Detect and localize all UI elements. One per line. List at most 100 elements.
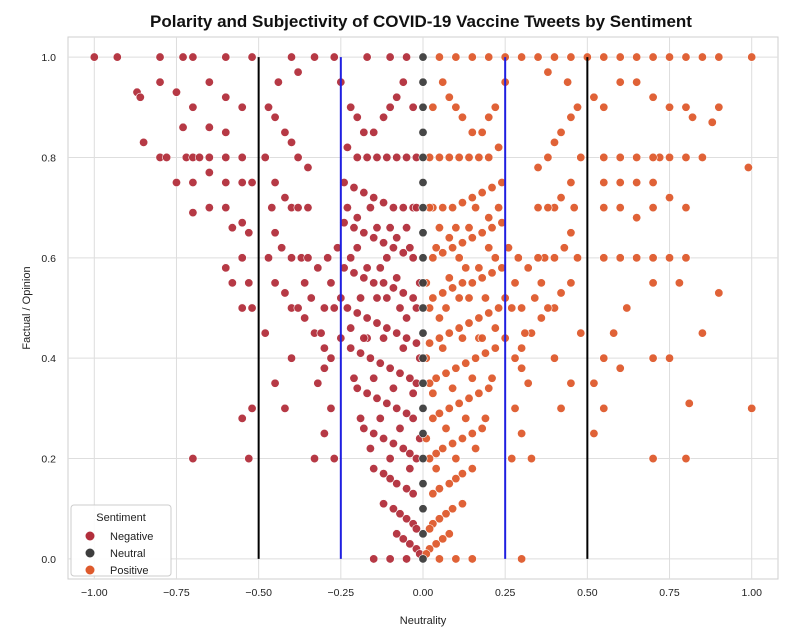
data-point-negative: [411, 338, 421, 348]
data-point-negative: [375, 413, 385, 423]
data-point-negative: [329, 303, 339, 313]
data-point-negative: [398, 77, 408, 87]
data-point-negative: [342, 203, 352, 213]
data-point-positive: [451, 102, 461, 112]
legend-title: Sentiment: [96, 512, 146, 524]
data-point-positive: [434, 223, 444, 233]
data-point-negative: [352, 383, 362, 393]
data-point-negative: [362, 313, 372, 323]
data-point-positive: [428, 253, 438, 263]
data-point-negative: [359, 273, 369, 283]
data-point-negative: [293, 67, 303, 77]
data-point-positive: [566, 278, 576, 288]
data-point-negative: [392, 403, 402, 413]
data-point-negative: [346, 323, 356, 333]
data-point-negative: [273, 77, 283, 87]
data-point-negative: [369, 233, 379, 243]
data-point-negative: [319, 343, 329, 353]
data-point-negative: [293, 203, 303, 213]
data-point-neutral: [418, 152, 428, 162]
data-point-positive: [434, 152, 444, 162]
data-point-negative: [379, 333, 389, 343]
data-point-positive: [444, 233, 454, 243]
data-point-positive: [632, 77, 642, 87]
data-point-negative: [204, 168, 214, 178]
y-axis-label: Factual / Opinion: [21, 266, 33, 349]
data-point-positive: [477, 188, 487, 198]
data-point-neutral: [418, 102, 428, 112]
data-point-positive: [438, 444, 448, 454]
data-point-positive: [484, 243, 494, 253]
data-point-negative: [375, 263, 385, 273]
data-point-negative: [326, 353, 336, 363]
data-point-positive: [707, 117, 717, 127]
data-point-positive: [549, 253, 559, 263]
data-point-negative: [392, 92, 402, 102]
data-point-negative: [359, 228, 369, 238]
legend-box: [70, 504, 172, 577]
data-point-negative: [188, 178, 198, 188]
data-point-positive: [615, 363, 625, 373]
data-point-positive: [648, 178, 658, 188]
data-point-positive: [467, 52, 477, 62]
data-point-negative: [280, 193, 290, 203]
data-point-negative: [385, 363, 395, 373]
data-point-negative: [402, 514, 412, 524]
data-point-neutral: [418, 428, 428, 438]
data-point-negative: [375, 358, 385, 368]
data-point-negative: [395, 509, 405, 519]
data-point-neutral: [418, 52, 428, 62]
data-point-negative: [369, 428, 379, 438]
data-point-positive: [615, 253, 625, 263]
data-point-positive: [622, 303, 632, 313]
data-point-negative: [382, 152, 392, 162]
data-point-negative: [392, 479, 402, 489]
data-point-negative: [303, 253, 313, 263]
data-point-positive: [576, 152, 586, 162]
legend-label-negative: Negative: [110, 531, 153, 543]
data-point-positive: [517, 363, 527, 373]
data-point-positive: [536, 313, 546, 323]
data-point-negative: [359, 423, 369, 433]
data-point-negative: [112, 52, 122, 62]
data-point-positive: [494, 142, 504, 152]
data-point-positive: [467, 428, 477, 438]
data-point-positive: [632, 178, 642, 188]
data-point-negative: [280, 288, 290, 298]
data-point-negative: [237, 218, 247, 228]
data-point-positive: [569, 203, 579, 213]
data-point-positive: [461, 358, 471, 368]
data-point-positive: [714, 52, 724, 62]
data-point-positive: [632, 213, 642, 223]
data-point-positive: [533, 203, 543, 213]
data-point-negative: [405, 464, 415, 474]
data-point-positive: [474, 263, 484, 273]
data-point-positive: [510, 278, 520, 288]
data-point-positive: [566, 228, 576, 238]
threshold-lines: [257, 57, 589, 559]
data-point-positive: [533, 253, 543, 263]
data-point-positive: [434, 333, 444, 343]
data-point-negative: [356, 293, 366, 303]
data-point-positive: [448, 504, 458, 514]
data-point-positive: [451, 223, 461, 233]
data-point-positive: [484, 213, 494, 223]
data-point-positive: [480, 293, 490, 303]
data-point-positive: [572, 102, 582, 112]
data-point-positive: [487, 373, 497, 383]
x-tick-label: −0.75: [163, 587, 190, 599]
data-point-positive: [517, 52, 527, 62]
data-point-negative: [388, 243, 398, 253]
data-point-negative: [408, 413, 418, 423]
data-point-positive: [526, 454, 536, 464]
x-tick-label: 0.50: [577, 587, 598, 599]
data-point-negative: [204, 203, 214, 213]
data-point-positive: [444, 92, 454, 102]
data-point-positive: [665, 253, 675, 263]
data-point-negative: [395, 303, 405, 313]
data-point-positive: [451, 454, 461, 464]
data-point-positive: [487, 268, 497, 278]
data-point-positive: [431, 539, 441, 549]
data-point-negative: [303, 162, 313, 172]
